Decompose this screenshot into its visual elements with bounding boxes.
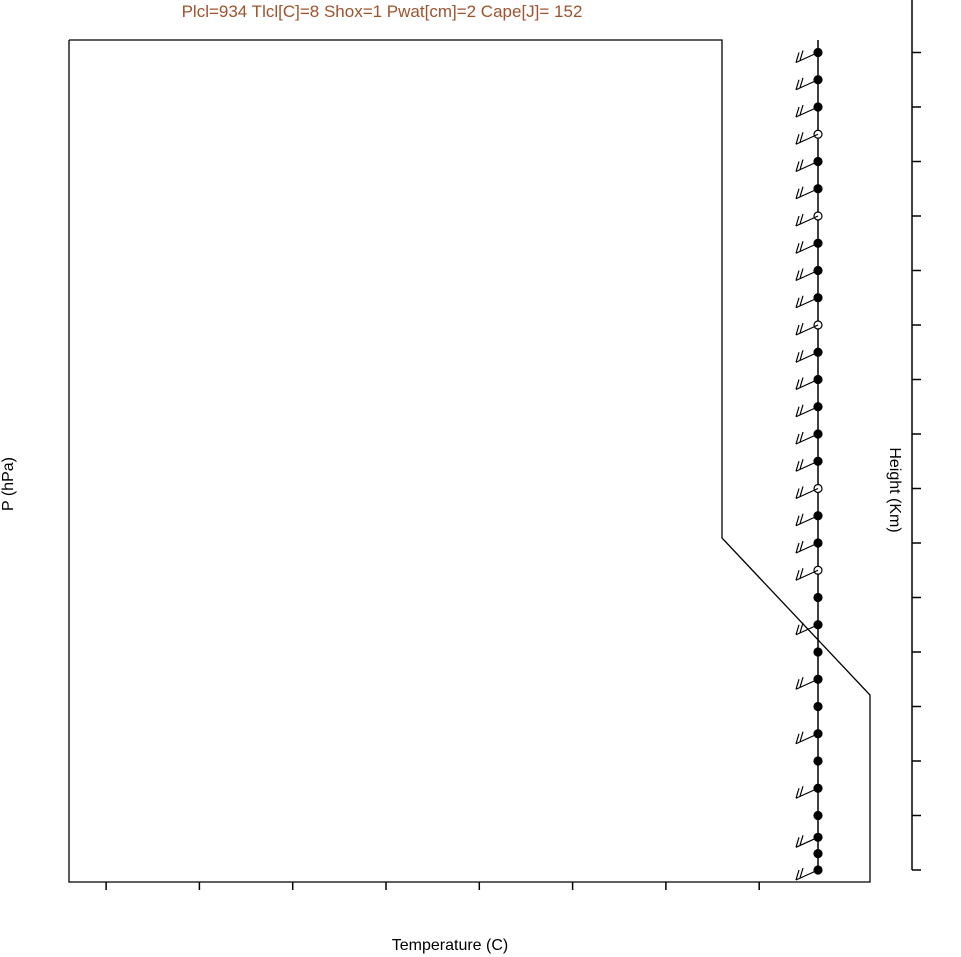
wind-barb-flag: [795, 406, 800, 417]
wind-barb: [795, 51, 819, 64]
wind-barb: [795, 433, 819, 445]
wind-barb-flag: [799, 241, 804, 252]
wind-barb-flag: [795, 461, 800, 472]
wind-barb-flag: [799, 540, 804, 552]
wind-barb-flag: [795, 837, 800, 848]
wind-barb: [795, 836, 819, 848]
wind-barb-flag: [799, 867, 804, 879]
wind-barb: [795, 569, 819, 581]
wind-marker: [813, 592, 823, 603]
wind-barb: [795, 215, 819, 227]
wind-barb: [795, 542, 819, 554]
wind-barb-flag: [795, 542, 800, 554]
wind-barb-flag: [799, 513, 804, 524]
wind-barb: [795, 133, 819, 145]
height-axis-title: Height (Km): [886, 447, 903, 532]
wind-barb-flag: [795, 679, 800, 690]
wind-barb-flag: [795, 570, 800, 581]
wind-barb-flag: [799, 568, 804, 579]
x-axis-title: Temperature (C): [392, 937, 508, 954]
wind-barb-flag: [795, 106, 800, 118]
wind-barb-flag: [795, 869, 800, 881]
height-axis: [911, 0, 921, 871]
wind-barb-flag: [799, 622, 804, 633]
wind-barb-flag: [795, 324, 800, 336]
wind-barb: [795, 106, 819, 118]
wind-barb-flag: [799, 132, 804, 143]
wind-barb-flag: [795, 733, 800, 744]
wind-barb: [795, 160, 819, 173]
wind-marker: [813, 756, 823, 766]
wind-barb-flag: [795, 624, 800, 635]
wind-barb-flag: [799, 350, 804, 361]
wind-barb: [795, 460, 819, 472]
wind-barb-flag: [795, 161, 800, 172]
wind-barb: [795, 787, 819, 799]
wind-barb-flag: [795, 270, 800, 281]
wind-barb-flag: [795, 297, 800, 308]
wind-barb: [795, 869, 819, 881]
wind-barb-flag: [799, 835, 804, 846]
wind-barb: [795, 406, 819, 418]
wind-profile: [795, 40, 823, 881]
wind-barb: [795, 297, 819, 309]
wind-barb-flag: [799, 213, 804, 225]
wind-barb-flag: [799, 731, 804, 742]
wind-barb-flag: [795, 379, 800, 390]
wind-marker: [813, 701, 823, 712]
wind-barb: [795, 515, 819, 527]
wind-barb-flag: [799, 159, 804, 170]
wind-barb: [795, 624, 819, 636]
wind-barb-flag: [795, 52, 800, 63]
wind-barb-flag: [799, 377, 804, 388]
wind-barb-flag: [799, 459, 804, 470]
wind-barb-flag: [799, 431, 804, 443]
wind-barb: [795, 242, 819, 254]
wind-barb-flag: [799, 186, 804, 197]
wind-barb: [795, 269, 819, 282]
wind-barb-flag: [795, 788, 800, 799]
wind-marker: [813, 849, 823, 859]
wind-marker: [813, 810, 823, 821]
wind-barb: [795, 733, 819, 745]
wind-barb-flag: [799, 404, 804, 415]
wind-marker: [813, 647, 823, 657]
wind-barb-flag: [795, 79, 800, 90]
wind-barb-flag: [795, 433, 800, 445]
wind-barb-flag: [799, 268, 804, 279]
wind-barb-flag: [799, 786, 804, 797]
wind-barb-flag: [795, 243, 800, 254]
wind-barb-flag: [795, 134, 800, 145]
wind-barb-flag: [799, 486, 804, 497]
wind-barb: [795, 487, 819, 500]
wind-barb-flag: [799, 104, 804, 116]
wind-barb-flag: [799, 77, 804, 88]
wind-barb-flag: [795, 352, 800, 363]
wind-barb-flag: [795, 515, 800, 526]
wind-barb-flag: [799, 322, 804, 334]
wind-barb: [795, 79, 819, 91]
wind-barb: [795, 188, 819, 200]
wind-barb: [795, 378, 819, 391]
plot-frame: [68, 39, 871, 883]
wind-barb: [795, 678, 819, 690]
y-axis-title: P (hPa): [0, 457, 17, 511]
wind-barb-flag: [799, 50, 804, 61]
chart-title: Plcl=934 Tlcl[C]=8 Shox=1 Pwat[cm]=2 Cap…: [182, 2, 583, 21]
temperature-axis: [105, 882, 760, 890]
wind-barb-flag: [795, 188, 800, 199]
wind-barb-flag: [799, 677, 804, 688]
wind-barb: [795, 324, 819, 336]
wind-barb-flag: [795, 488, 800, 499]
wind-barb-flag: [799, 295, 804, 306]
wind-barb-flag: [795, 215, 800, 227]
wind-barb: [795, 351, 819, 363]
